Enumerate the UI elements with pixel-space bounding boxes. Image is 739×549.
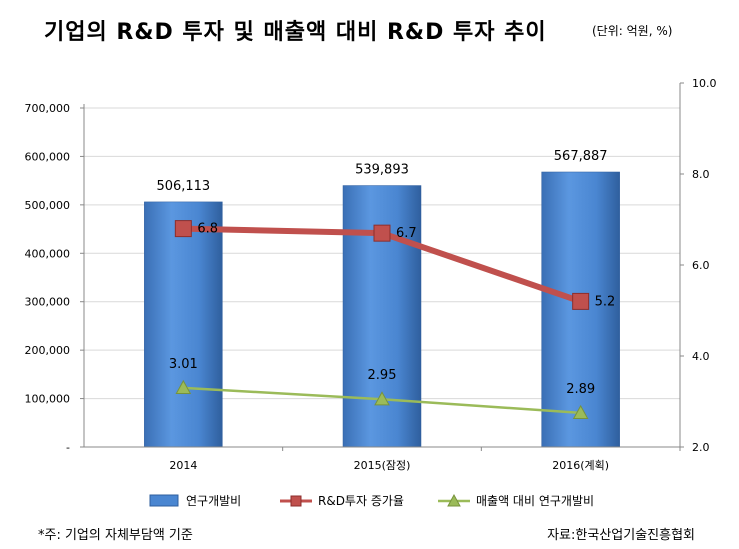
left-tick-label: 400,000 [25,247,71,260]
left-tick-label: 700,000 [25,102,71,115]
x-tick-label: 2014 [169,459,197,472]
rd-growth-label: 5.2 [595,294,616,309]
marker-rd-ratio [374,391,390,406]
rd-growth-label: 6.8 [197,222,218,237]
legend-swatch-rd-expense [149,494,179,507]
bar-value-label: 567,887 [554,149,608,164]
marker-rd-growth [373,224,391,242]
chart-title: 기업의 R&D 투자 및 매출액 대비 R&D 투자 추이 [44,20,547,45]
data-labels: 506,113 539,893 567,887 6.8 6.7 5.2 3.01 2.95 2.… [156,149,615,397]
left-tick-label: 300,000 [25,296,71,309]
right-tick-label: 8.0 [692,168,710,181]
marker-rd-growth [572,292,590,310]
right-tick-label: 4.0 [692,350,710,363]
rd-ratio-label: 2.89 [566,382,595,397]
legend-label: 연구개발비 [186,494,241,508]
legend-marker-rd-ratio [447,493,461,507]
bar [144,201,223,448]
rd-ratio-label: 2.95 [368,368,397,383]
footnote: *주: 기업의 자체부담액 기준 [38,528,193,543]
line-series [174,220,590,419]
axes: - 100,000 200,000 300,000 400,000 500,000 600,… [25,77,717,472]
source-note: 자료:한국산업기술진흥협회 [547,528,695,543]
right-tick-label: 10.0 [692,77,717,90]
bar-value-label: 539,893 [355,163,409,178]
legend-label: R&D투자 증가율 [318,494,404,508]
x-tick-label: 2015(잠정) [354,459,411,472]
marker-rd-ratio [175,379,192,394]
marker-rd-growth [174,220,192,238]
left-tick-label: 600,000 [25,150,71,163]
left-tick-label: - [66,441,70,454]
left-tick-label: 100,000 [25,393,71,406]
right-tick-label: 6.0 [692,259,710,272]
legend-label: 매출액 대비 연구개발비 [476,494,594,508]
rd-ratio-label: 3.01 [169,357,198,372]
legend-marker-rd-growth [290,495,302,507]
left-tick-label: 500,000 [25,199,71,212]
bar-series [144,171,620,448]
unit-label: (단위: 억원, %) [592,24,673,38]
bar-value-label: 506,113 [156,179,210,194]
left-tick-label: 200,000 [25,344,71,357]
x-tick-label: 2016(계획) [552,459,609,472]
right-tick-label: 2.0 [692,441,710,454]
legend: 연구개발비 R&D투자 증가율 매출액 대비 연구개발비 [149,493,594,508]
marker-rd-ratio [572,404,589,419]
rd-growth-label: 6.7 [396,226,417,241]
